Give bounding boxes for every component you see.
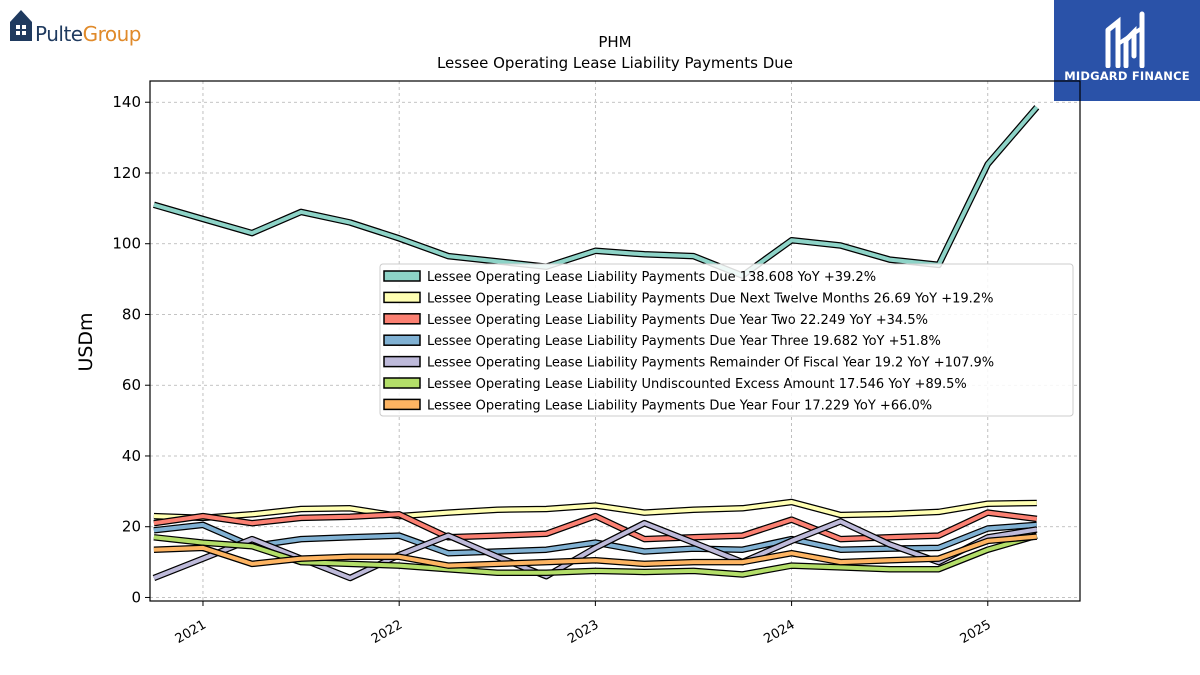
x-tick-label: 2024 — [761, 617, 797, 647]
y-axis-label: USDm — [75, 312, 97, 371]
y-tick-label: 120 — [112, 164, 141, 182]
legend-swatch — [383, 377, 421, 389]
series-line — [153, 510, 1038, 542]
company-name: PulteGroup — [35, 22, 141, 46]
y-tick-label: 60 — [122, 376, 141, 394]
legend-entry: Lessee Operating Lease Liability Payment… — [427, 291, 993, 306]
y-tick-label: 80 — [122, 305, 141, 323]
house-icon — [10, 10, 32, 41]
legend-entry: Lessee Operating Lease Liability Payment… — [427, 313, 928, 328]
legend: Lessee Operating Lease Liability Payment… — [379, 263, 1074, 417]
x-tick-label: 2022 — [369, 617, 405, 647]
x-tick-label: 2021 — [173, 617, 209, 647]
legend-swatch — [383, 334, 421, 346]
legend-swatch — [383, 270, 421, 282]
series-line — [153, 500, 1037, 520]
legend-entry: Lessee Operating Lease Liability Payment… — [427, 334, 941, 349]
y-tick-label: 100 — [112, 235, 141, 253]
legend-entry: Lessee Operating Lease Liability Payment… — [427, 270, 876, 285]
legend-entry: Lessee Operating Lease Liability Payment… — [427, 398, 932, 413]
pultegroup-logo: PulteGroup — [8, 8, 158, 48]
y-tick-label: 20 — [122, 518, 141, 536]
legend-swatch — [383, 355, 421, 368]
series-lines — [152, 105, 1040, 582]
chart-subtitle: Lessee Operating Lease Liability Payment… — [437, 54, 793, 72]
midgard-mark-icon — [1105, 11, 1145, 68]
x-tick-label: 2023 — [565, 617, 601, 647]
midgard-finance-logo: MIDGARD FINANCE — [1054, 0, 1200, 101]
publisher-name: MIDGARD FINANCE — [1064, 69, 1190, 83]
y-tick-label: 0 — [131, 588, 141, 606]
legend-entry: Lessee Operating Lease Liability Undisco… — [427, 377, 967, 392]
legend-swatch — [383, 291, 421, 304]
legend-swatch — [383, 313, 421, 325]
plot-frame — [149, 80, 1081, 602]
legend-entry: Lessee Operating Lease Liability Payment… — [427, 356, 994, 371]
y-tick-label: 140 — [112, 93, 141, 111]
series-line — [153, 522, 1037, 556]
y-tick-label: 40 — [122, 447, 141, 465]
chart-title: PHM — [598, 33, 631, 51]
series-line — [153, 534, 1037, 568]
series-line — [153, 533, 1038, 577]
legend-box — [379, 263, 1074, 417]
legend-swatch — [383, 398, 421, 411]
x-tick-label: 2025 — [958, 617, 994, 647]
series-line — [153, 105, 1039, 278]
